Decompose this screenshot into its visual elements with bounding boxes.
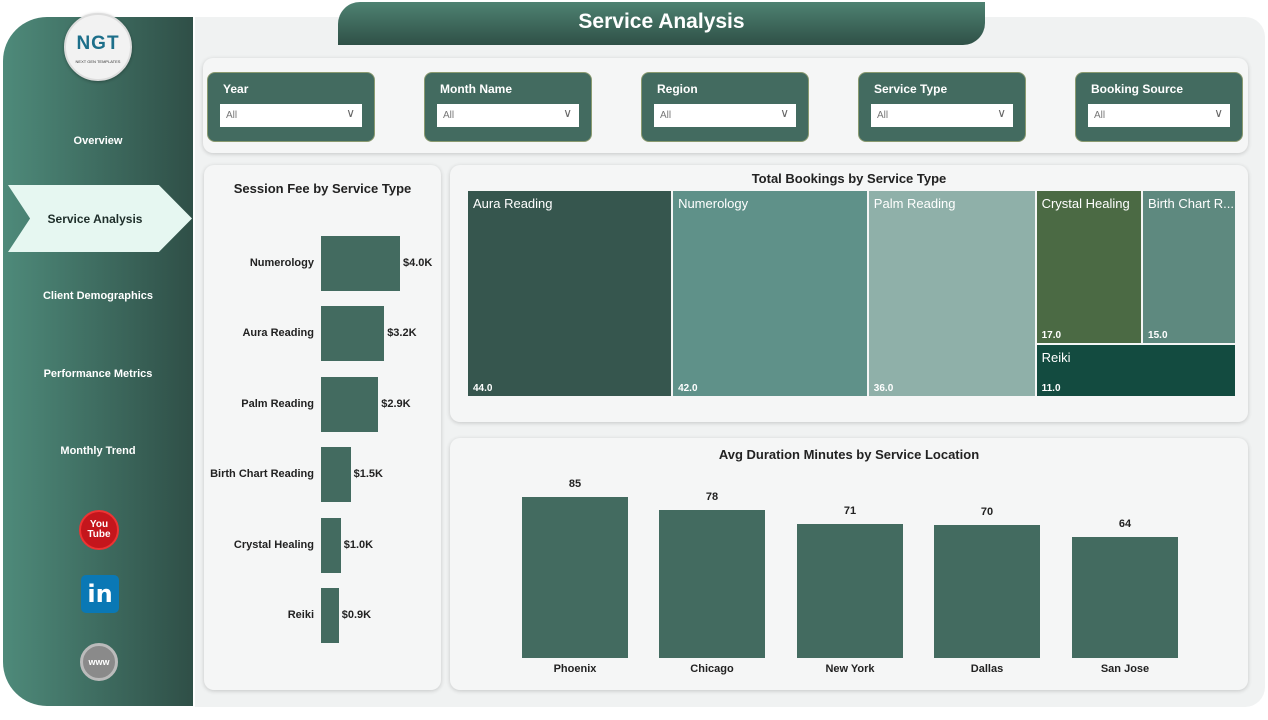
bar-data-label: $1.5K bbox=[353, 468, 383, 481]
sidebar-item-client-demographics[interactable]: Client Demographics bbox=[42, 290, 154, 302]
ngt-logo: NGT NEXT GEN TEMPLATES bbox=[64, 13, 132, 81]
filter-label: Service Type bbox=[874, 82, 948, 96]
logo-subtitle: NEXT GEN TEMPLATES bbox=[75, 59, 121, 64]
filter-dropdown[interactable]: All ∨ bbox=[1088, 104, 1230, 127]
bar-chicago[interactable] bbox=[659, 510, 765, 658]
treemap-cell-label: Numerology bbox=[678, 196, 749, 211]
filter-label: Region bbox=[657, 82, 698, 96]
chevron-down-icon[interactable]: ∨ bbox=[997, 106, 1006, 120]
filter-booking-source: Booking Source All ∨ bbox=[1075, 72, 1243, 142]
bar-phoenix[interactable] bbox=[522, 497, 628, 658]
chart-title: Session Fee by Service Type bbox=[233, 181, 412, 196]
filter-dropdown[interactable]: All ∨ bbox=[654, 104, 796, 127]
linkedin-icon[interactable]: in bbox=[81, 575, 119, 613]
filter-dropdown[interactable]: All ∨ bbox=[871, 104, 1013, 127]
chevron-down-icon[interactable]: ∨ bbox=[563, 106, 572, 120]
bar-palm-reading[interactable] bbox=[321, 376, 379, 432]
bar-aura-reading[interactable] bbox=[321, 306, 385, 362]
bar-data-label: 71 bbox=[843, 504, 857, 517]
logo-text: NGT bbox=[76, 33, 120, 54]
chart-title: Avg Duration Minutes by Service Location bbox=[718, 447, 980, 462]
bar-data-label: $1.0K bbox=[343, 538, 374, 551]
treemap-cell-value: 42.0 bbox=[678, 383, 698, 394]
treemap-cell-value: 44.0 bbox=[473, 383, 493, 394]
page-title: Service Analysis bbox=[338, 2, 985, 45]
dropdown-value: All bbox=[226, 110, 238, 121]
treemap-cell-label: Aura Reading bbox=[473, 196, 553, 211]
filter-dropdown[interactable]: All ∨ bbox=[437, 104, 579, 127]
filter-service-type: Service Type All ∨ bbox=[858, 72, 1026, 142]
bar-data-label: 70 bbox=[980, 506, 994, 519]
bar-data-label: 64 bbox=[1118, 517, 1132, 530]
treemap-cell-value: 17.0 bbox=[1041, 330, 1062, 342]
treemap-cell[interactable]: Palm Reading 36.0 bbox=[867, 190, 1036, 397]
filter-region: Region All ∨ bbox=[641, 72, 809, 142]
dropdown-value: All bbox=[443, 110, 455, 121]
chevron-down-icon[interactable]: ∨ bbox=[780, 106, 789, 120]
filter-label: Booking Source bbox=[1091, 82, 1184, 96]
bar-data-label: 78 bbox=[705, 491, 719, 504]
bar-data-label: 85 bbox=[568, 478, 582, 490]
chart-title: Total Bookings by Service Type bbox=[751, 171, 947, 186]
bar-dallas[interactable] bbox=[934, 525, 1040, 658]
bar-category-label: Aura Reading bbox=[242, 327, 314, 340]
bar-data-label: $2.9K bbox=[381, 397, 411, 410]
dropdown-value: All bbox=[877, 110, 889, 121]
sidebar-item-performance-metrics[interactable]: Performance Metrics bbox=[43, 368, 153, 380]
sidebar-item-monthly-trend[interactable]: Monthly Trend bbox=[60, 445, 136, 457]
bar-new-york[interactable] bbox=[797, 523, 903, 658]
treemap-cell-label: Palm Reading bbox=[873, 196, 956, 211]
dropdown-value: All bbox=[1094, 110, 1106, 121]
x-axis-tick-label: Dallas bbox=[970, 663, 1004, 675]
treemap-cell[interactable]: Crystal Healing 17.0 bbox=[1035, 190, 1143, 345]
x-axis-tick-label: Phoenix bbox=[553, 663, 597, 675]
chevron-down-icon[interactable]: ∨ bbox=[346, 106, 355, 120]
bar-data-label: $4.0K bbox=[403, 257, 433, 269]
treemap-cell[interactable]: Birth Chart R... 15.0 bbox=[1142, 190, 1236, 345]
filter-label: Month Name bbox=[440, 82, 512, 96]
treemap-cell-label: Birth Chart R... bbox=[1148, 196, 1235, 211]
filter-year: Year All ∨ bbox=[207, 72, 375, 142]
sidebar-item-overview[interactable]: Overview bbox=[73, 135, 123, 147]
bar-crystal-healing[interactable] bbox=[321, 517, 341, 573]
x-axis-tick-label: San Jose bbox=[1100, 663, 1150, 675]
x-axis-tick-label: New York bbox=[825, 663, 875, 675]
bar-category-label: Crystal Healing bbox=[233, 538, 314, 551]
treemap-cell-label: Reiki bbox=[1041, 350, 1071, 366]
bar-data-label: $3.2K bbox=[387, 327, 417, 340]
treemap-cell[interactable]: Aura Reading 44.0 bbox=[467, 190, 673, 397]
bar-category-label: Palm Reading bbox=[241, 397, 314, 410]
treemap-cell[interactable]: Numerology 42.0 bbox=[672, 190, 868, 397]
treemap-cell-value: 15.0 bbox=[1148, 330, 1168, 342]
dropdown-value: All bbox=[660, 110, 672, 121]
bar-category-label: Reiki bbox=[287, 609, 314, 621]
globe-icon[interactable]: www bbox=[80, 643, 118, 681]
youtube-icon[interactable]: You Tube bbox=[79, 510, 119, 550]
bar-category-label: Birth Chart Reading bbox=[210, 468, 314, 481]
x-axis-tick-label: Chicago bbox=[690, 663, 734, 675]
treemap-cell-label: Crystal Healing bbox=[1041, 196, 1130, 211]
filter-month-name: Month Name All ∨ bbox=[424, 72, 592, 142]
treemap-cell-value: 11.0 bbox=[1041, 382, 1061, 394]
sidebar-item-service-analysis[interactable]: Service Analysis bbox=[8, 185, 192, 252]
filter-dropdown[interactable]: All ∨ bbox=[220, 104, 362, 127]
chevron-down-icon[interactable]: ∨ bbox=[1214, 106, 1223, 120]
bar-san-jose[interactable] bbox=[1072, 536, 1178, 658]
bar-reiki[interactable] bbox=[321, 588, 339, 643]
bar-birth-chart-reading[interactable] bbox=[321, 447, 351, 503]
bar-category-label: Numerology bbox=[249, 257, 314, 269]
bar-numerology[interactable] bbox=[321, 236, 400, 291]
treemap-cell-value: 36.0 bbox=[873, 383, 894, 394]
bar-data-label: $0.9K bbox=[341, 609, 372, 621]
filter-label: Year bbox=[223, 82, 249, 96]
treemap-cell[interactable]: Reiki 11.0 bbox=[1035, 344, 1236, 397]
